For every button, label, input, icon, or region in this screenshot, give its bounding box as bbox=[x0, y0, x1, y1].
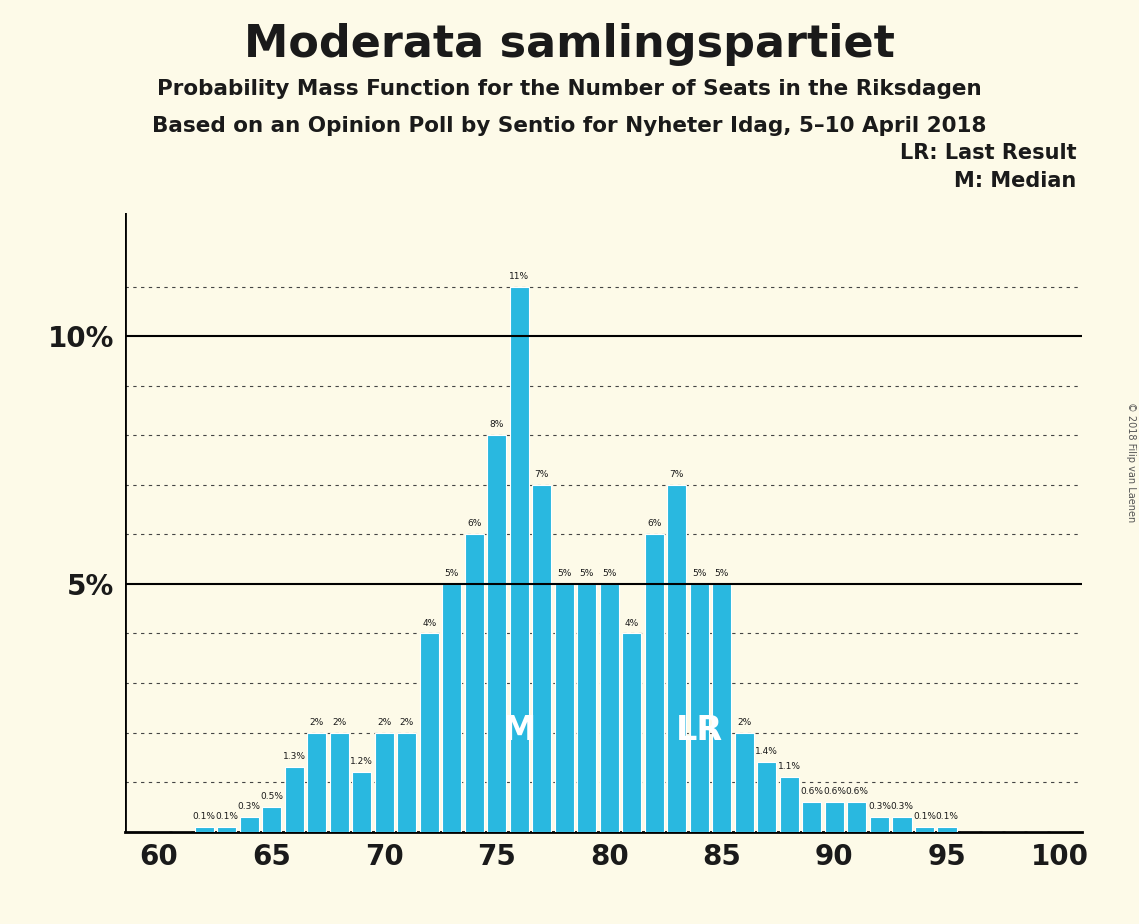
Bar bbox=[555, 584, 574, 832]
Bar bbox=[735, 733, 754, 832]
Bar bbox=[352, 772, 371, 832]
Text: 0.6%: 0.6% bbox=[845, 787, 868, 796]
Text: 5%: 5% bbox=[557, 569, 572, 578]
Bar bbox=[645, 534, 664, 832]
Bar bbox=[285, 767, 304, 832]
Bar bbox=[442, 584, 461, 832]
Bar bbox=[802, 802, 821, 832]
Text: 2%: 2% bbox=[377, 718, 392, 726]
Bar bbox=[465, 534, 484, 832]
Bar bbox=[600, 584, 618, 832]
Text: 2%: 2% bbox=[333, 718, 346, 726]
Bar bbox=[308, 733, 326, 832]
Text: 1.3%: 1.3% bbox=[282, 752, 305, 761]
Bar bbox=[262, 807, 281, 832]
Text: 1.2%: 1.2% bbox=[350, 758, 374, 766]
Bar bbox=[847, 802, 867, 832]
Text: 0.6%: 0.6% bbox=[801, 787, 823, 796]
Text: Based on an Opinion Poll by Sentio for Nyheter Idag, 5–10 April 2018: Based on an Opinion Poll by Sentio for N… bbox=[153, 116, 986, 136]
Bar bbox=[870, 817, 890, 832]
Text: 4%: 4% bbox=[624, 618, 639, 627]
Text: 0.1%: 0.1% bbox=[215, 811, 238, 821]
Bar bbox=[532, 485, 551, 832]
Bar bbox=[218, 827, 236, 832]
Bar bbox=[622, 634, 641, 832]
Text: 7%: 7% bbox=[534, 470, 549, 479]
Bar bbox=[690, 584, 708, 832]
Text: 0.5%: 0.5% bbox=[260, 792, 284, 801]
Text: 2%: 2% bbox=[310, 718, 323, 726]
Bar bbox=[239, 817, 259, 832]
Bar bbox=[195, 827, 214, 832]
Text: M: M bbox=[502, 714, 535, 748]
Text: 5%: 5% bbox=[444, 569, 459, 578]
Text: 0.3%: 0.3% bbox=[238, 802, 261, 810]
Text: M: Median: M: Median bbox=[954, 171, 1076, 191]
Text: 4%: 4% bbox=[423, 618, 436, 627]
Text: 0.3%: 0.3% bbox=[891, 802, 913, 810]
Bar bbox=[487, 435, 507, 832]
Text: 6%: 6% bbox=[647, 519, 662, 529]
Text: 5%: 5% bbox=[693, 569, 706, 578]
Text: 0.1%: 0.1% bbox=[192, 811, 215, 821]
Text: 11%: 11% bbox=[509, 272, 530, 281]
Bar bbox=[667, 485, 687, 832]
Bar bbox=[892, 817, 911, 832]
Text: © 2018 Filip van Laenen: © 2018 Filip van Laenen bbox=[1126, 402, 1136, 522]
Text: 1.4%: 1.4% bbox=[755, 748, 778, 757]
Bar bbox=[757, 762, 777, 832]
Text: 0.3%: 0.3% bbox=[868, 802, 891, 810]
Bar bbox=[577, 584, 597, 832]
Text: 7%: 7% bbox=[670, 470, 685, 479]
Bar bbox=[780, 777, 798, 832]
Text: 2%: 2% bbox=[737, 718, 752, 726]
Text: 5%: 5% bbox=[603, 569, 616, 578]
Bar bbox=[419, 634, 439, 832]
Bar bbox=[375, 733, 394, 832]
Bar bbox=[937, 827, 957, 832]
Bar bbox=[509, 286, 528, 832]
Text: 0.1%: 0.1% bbox=[913, 811, 936, 821]
Bar bbox=[398, 733, 416, 832]
Text: 5%: 5% bbox=[714, 569, 729, 578]
Text: 5%: 5% bbox=[580, 569, 593, 578]
Bar bbox=[329, 733, 349, 832]
Bar bbox=[825, 802, 844, 832]
Text: LR: LR bbox=[675, 714, 723, 748]
Text: Moderata samlingspartiet: Moderata samlingspartiet bbox=[244, 23, 895, 67]
Text: 0.1%: 0.1% bbox=[935, 811, 959, 821]
Text: Probability Mass Function for the Number of Seats in the Riksdagen: Probability Mass Function for the Number… bbox=[157, 79, 982, 99]
Text: 0.6%: 0.6% bbox=[822, 787, 846, 796]
Bar bbox=[712, 584, 731, 832]
Text: 8%: 8% bbox=[490, 420, 503, 430]
Text: 6%: 6% bbox=[467, 519, 482, 529]
Text: LR: Last Result: LR: Last Result bbox=[900, 143, 1076, 164]
Text: 2%: 2% bbox=[400, 718, 413, 726]
Text: 1.1%: 1.1% bbox=[778, 762, 801, 772]
Bar bbox=[915, 827, 934, 832]
